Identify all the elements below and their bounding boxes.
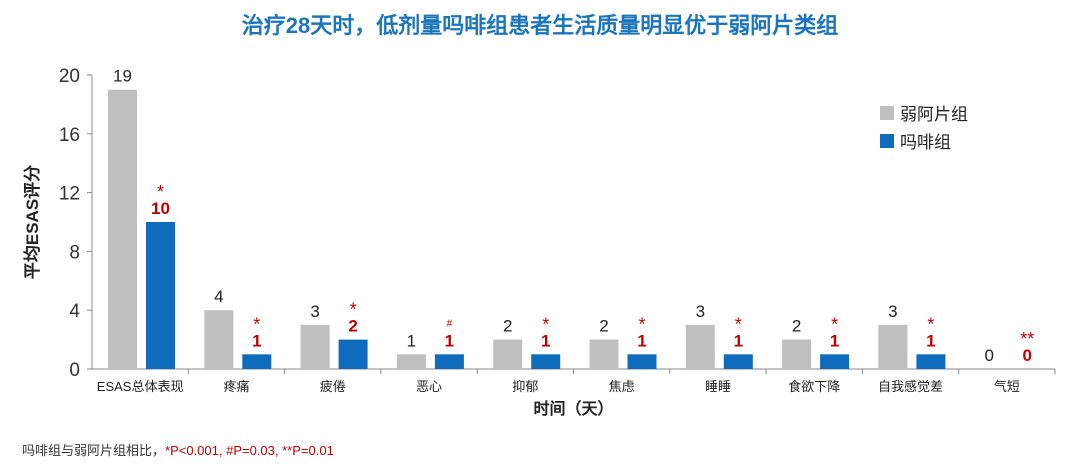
bar-morphine bbox=[820, 354, 850, 369]
x-tick-label: 焦虑 bbox=[609, 379, 635, 394]
bar-morphine bbox=[434, 354, 464, 369]
chart-title: 治疗28天时，低剂量吗啡组患者生活质量明显优于弱阿片类组 bbox=[241, 13, 839, 38]
bar-morphine bbox=[531, 354, 561, 369]
y-tick-label: 12 bbox=[59, 184, 80, 205]
data-label-weak-opioid: 3 bbox=[310, 302, 319, 321]
significance-marker: * bbox=[157, 182, 164, 202]
data-label-morphine: 1 bbox=[541, 331, 550, 350]
data-label-weak-opioid: 0 bbox=[984, 346, 993, 365]
bar-morphine bbox=[723, 354, 753, 369]
significance-marker: * bbox=[638, 314, 645, 334]
y-axis-label: 平均ESAS评分 bbox=[22, 165, 42, 279]
data-label-weak-opioid: 2 bbox=[792, 317, 801, 336]
x-tick-label: 疲倦 bbox=[320, 379, 346, 394]
bar-weak-opioid bbox=[685, 324, 715, 369]
data-label-morphine: 1 bbox=[252, 331, 261, 350]
data-label-morphine: 10 bbox=[151, 199, 170, 218]
data-label-weak-opioid: 2 bbox=[599, 317, 608, 336]
data-label-morphine: 1 bbox=[926, 331, 935, 350]
y-tick-label: 0 bbox=[69, 360, 80, 381]
data-label-weak-opioid: 19 bbox=[113, 67, 132, 86]
significance-marker: * bbox=[927, 314, 934, 334]
bar-weak-opioid bbox=[108, 89, 137, 369]
significance-marker: * bbox=[542, 314, 549, 334]
footnote-pvalues: *P<0.001, #P=0.03, **P=0.01 bbox=[165, 443, 334, 458]
data-label-morphine: 2 bbox=[348, 317, 357, 336]
bar-weak-opioid bbox=[878, 324, 908, 369]
data-label-weak-opioid: 3 bbox=[696, 302, 705, 321]
y-tick-label: 4 bbox=[69, 301, 80, 322]
bar-weak-opioid bbox=[396, 354, 426, 369]
legend-label: 弱阿片组 bbox=[900, 105, 968, 124]
footnote: 吗啡组与弱阿片组相比，*P<0.001, #P=0.03, **P=0.01 bbox=[22, 440, 334, 459]
data-label-morphine: 1 bbox=[734, 331, 743, 350]
data-label-morphine: 1 bbox=[637, 331, 646, 350]
bar-weak-opioid bbox=[300, 324, 330, 369]
significance-marker: * bbox=[350, 300, 357, 320]
bar-morphine bbox=[627, 354, 657, 369]
x-axis-label: 时间（天） bbox=[533, 399, 613, 418]
x-tick-label: 食欲下降 bbox=[788, 379, 840, 394]
significance-marker: * bbox=[735, 314, 742, 334]
legend-label: 吗啡组 bbox=[900, 133, 951, 152]
data-label-weak-opioid: 1 bbox=[407, 331, 416, 350]
data-label-morphine: 1 bbox=[830, 331, 839, 350]
y-tick-label: 16 bbox=[59, 125, 80, 146]
bar-chart: 048121620平均ESAS评分时间（天）ESAS总体表现1910*疼痛41*… bbox=[22, 66, 1056, 418]
significance-marker: * bbox=[253, 314, 260, 334]
legend-swatch bbox=[880, 106, 894, 120]
bar-weak-opioid bbox=[493, 339, 523, 369]
bar-weak-opioid bbox=[589, 339, 619, 369]
significance-marker: * bbox=[831, 314, 838, 334]
x-tick-label: 睡睡 bbox=[705, 379, 731, 394]
bar-morphine bbox=[242, 354, 272, 369]
data-label-morphine: 1 bbox=[445, 331, 454, 350]
significance-marker: ** bbox=[1020, 329, 1034, 349]
legend-swatch bbox=[880, 134, 894, 148]
x-tick-label: ESAS总体表现 bbox=[97, 379, 184, 394]
x-tick-label: 气短 bbox=[994, 379, 1020, 394]
bar-morphine bbox=[146, 222, 175, 369]
x-tick-label: 抑郁 bbox=[512, 379, 538, 394]
footnote-text: 吗啡组与弱阿片组相比， bbox=[22, 443, 166, 458]
y-tick-label: 20 bbox=[59, 66, 80, 87]
bar-weak-opioid bbox=[204, 310, 234, 369]
bar-morphine bbox=[338, 339, 368, 369]
data-label-weak-opioid: 2 bbox=[503, 317, 512, 336]
data-label-weak-opioid: 4 bbox=[214, 287, 223, 306]
y-tick-label: 8 bbox=[69, 242, 80, 263]
data-label-morphine: 0 bbox=[1022, 346, 1031, 365]
significance-marker: # bbox=[447, 318, 453, 329]
bar-weak-opioid bbox=[782, 339, 812, 369]
bar-morphine bbox=[916, 354, 946, 369]
x-tick-label: 自我感觉差 bbox=[878, 379, 943, 394]
x-tick-label: 恶心 bbox=[416, 379, 442, 394]
data-label-weak-opioid: 3 bbox=[888, 302, 897, 321]
x-tick-label: 疼痛 bbox=[223, 379, 249, 394]
